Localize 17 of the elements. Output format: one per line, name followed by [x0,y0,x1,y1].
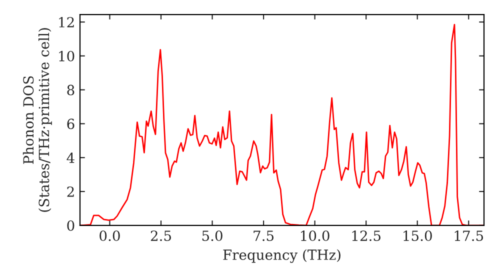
y-tick-label: 10 [59,50,74,62]
x-tick-label: 15.0 [404,230,432,242]
y-tick-label: 6 [67,118,74,130]
x-tick-label: 2.5 [150,230,171,242]
y-tick-label: 2 [67,186,74,197]
x-tick-label: 7.5 [254,230,274,242]
x-axis-title: Frequency (THz) [223,249,340,263]
x-tick-label: 10.0 [301,230,330,242]
x-tick-label: 12.5 [352,230,380,242]
y-tick-label: 0 [67,220,74,231]
y-axis-title: Phonon DOS (States/THz·primitive cell) [22,28,52,212]
y-tick-label: 8 [67,84,74,96]
y-tick-label: 12 [59,16,74,28]
x-tick-label: 17.5 [454,230,484,242]
y-tick-label: 4 [66,152,74,163]
x-tick-label: 5.0 [202,230,222,242]
x-tick-label: 0.0 [100,230,120,242]
